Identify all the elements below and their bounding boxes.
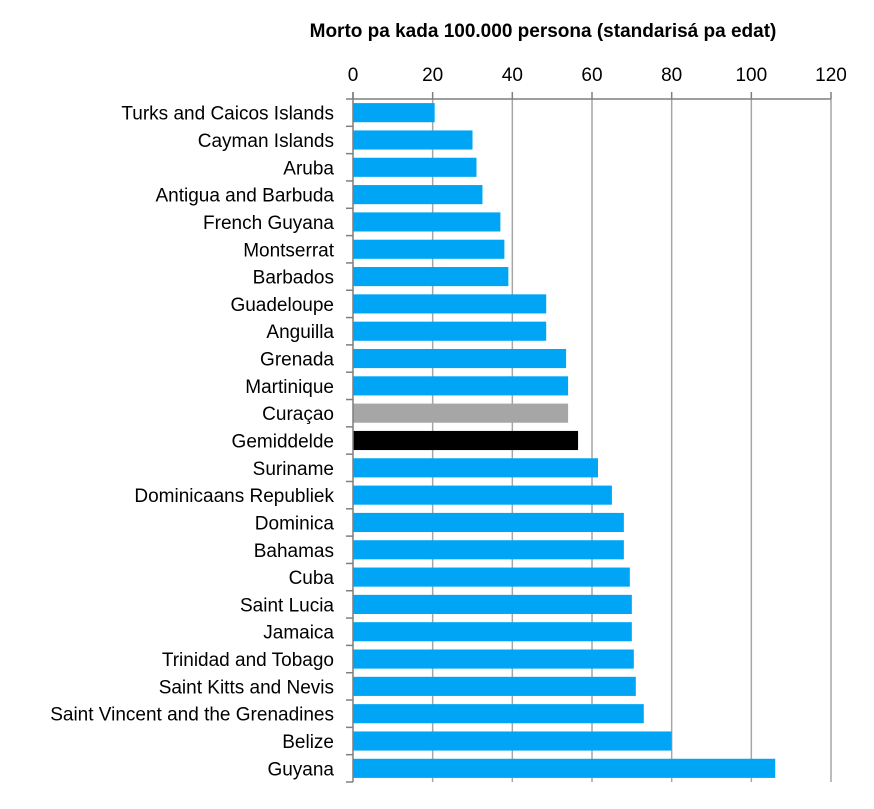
axes: 0 20 40 60 80 100 120	[346, 65, 847, 783]
x-tick-label-100: 100	[735, 65, 767, 86]
bar-saint-vincent-and-the-grenadines	[353, 704, 644, 724]
x-tick-label-120: 120	[815, 65, 847, 86]
category-label-trinidad-and-tobago: Trinidad and Tobago	[162, 650, 334, 671]
bar-cuba	[353, 567, 630, 587]
bar-martinique	[353, 376, 569, 396]
bar-aruba	[353, 157, 477, 177]
bar-guyana	[353, 758, 776, 778]
bar-antigua-and-barbuda	[353, 185, 483, 205]
category-label-guyana: Guyana	[267, 759, 334, 780]
category-label-martinique: Martinique	[245, 377, 334, 398]
category-label-anguilla: Anguilla	[266, 322, 334, 343]
category-label-guadeloupe: Guadeloupe	[230, 295, 334, 316]
bar-anguilla	[353, 321, 547, 341]
bar-gemiddelde	[353, 430, 579, 451]
category-label-suriname: Suriname	[253, 459, 334, 480]
category-label-turks-and-caicos-islands: Turks and Caicos Islands	[121, 104, 334, 125]
category-label-montserrat: Montserrat	[243, 240, 335, 261]
x-tick-label-20: 20	[422, 65, 443, 86]
bar-suriname	[353, 458, 598, 478]
x-tick-label-0: 0	[348, 65, 359, 86]
bar-guadeloupe	[353, 294, 547, 314]
bar-trinidad-and-tobago	[353, 649, 634, 669]
category-label-dominica: Dominica	[255, 513, 335, 534]
bar-montserrat	[353, 239, 505, 259]
x-tick-label-60: 60	[581, 65, 602, 86]
bar-saint-lucia	[353, 594, 632, 614]
bar-dominica	[353, 512, 624, 533]
bar-french-guyana	[353, 212, 501, 232]
x-tick-label-40: 40	[502, 65, 523, 86]
category-labels: Turks and Caicos Islands Cayman Islands Ar…	[50, 104, 335, 781]
category-label-bahamas: Bahamas	[254, 541, 334, 562]
chart-title: Morto pa kada 100.000 persona (standaris…	[310, 21, 777, 42]
category-label-curacao: Curaçao	[262, 404, 334, 425]
bar-turks-and-caicos-islands	[353, 103, 435, 123]
category-label-cuba: Cuba	[289, 568, 335, 589]
bar-barbados	[353, 267, 509, 287]
bar-belize	[353, 731, 672, 751]
category-label-jamaica: Jamaica	[263, 623, 334, 644]
bars	[353, 103, 776, 778]
category-label-french-guyana: French Guyana	[203, 213, 334, 234]
category-label-saint-vincent-and-the-grenadines: Saint Vincent and the Grenadines	[50, 705, 334, 726]
category-label-grenada: Grenada	[260, 350, 334, 371]
category-label-saint-kitts-and-nevis: Saint Kitts and Nevis	[159, 677, 334, 698]
bar-cayman-islands	[353, 130, 473, 150]
category-label-barbados: Barbados	[253, 268, 334, 289]
category-label-saint-lucia: Saint Lucia	[240, 595, 334, 616]
category-label-gemiddelde: Gemiddelde	[232, 432, 334, 453]
category-label-aruba: Aruba	[283, 158, 334, 179]
bar-dominicaans-republiek	[353, 485, 612, 505]
bar-saint-kitts-and-nevis	[353, 676, 636, 696]
category-label-belize: Belize	[282, 732, 334, 753]
bar-jamaica	[353, 622, 632, 642]
bar-bahamas	[353, 540, 624, 560]
x-tick-label-80: 80	[661, 65, 682, 86]
bar-grenada	[353, 348, 567, 369]
category-label-cayman-islands: Cayman Islands	[198, 131, 334, 152]
category-label-dominicaans-republiek: Dominicaans Republiek	[134, 486, 334, 507]
bar-curacao	[353, 403, 569, 423]
category-label-antigua-and-barbuda: Antigua and Barbuda	[155, 186, 334, 207]
